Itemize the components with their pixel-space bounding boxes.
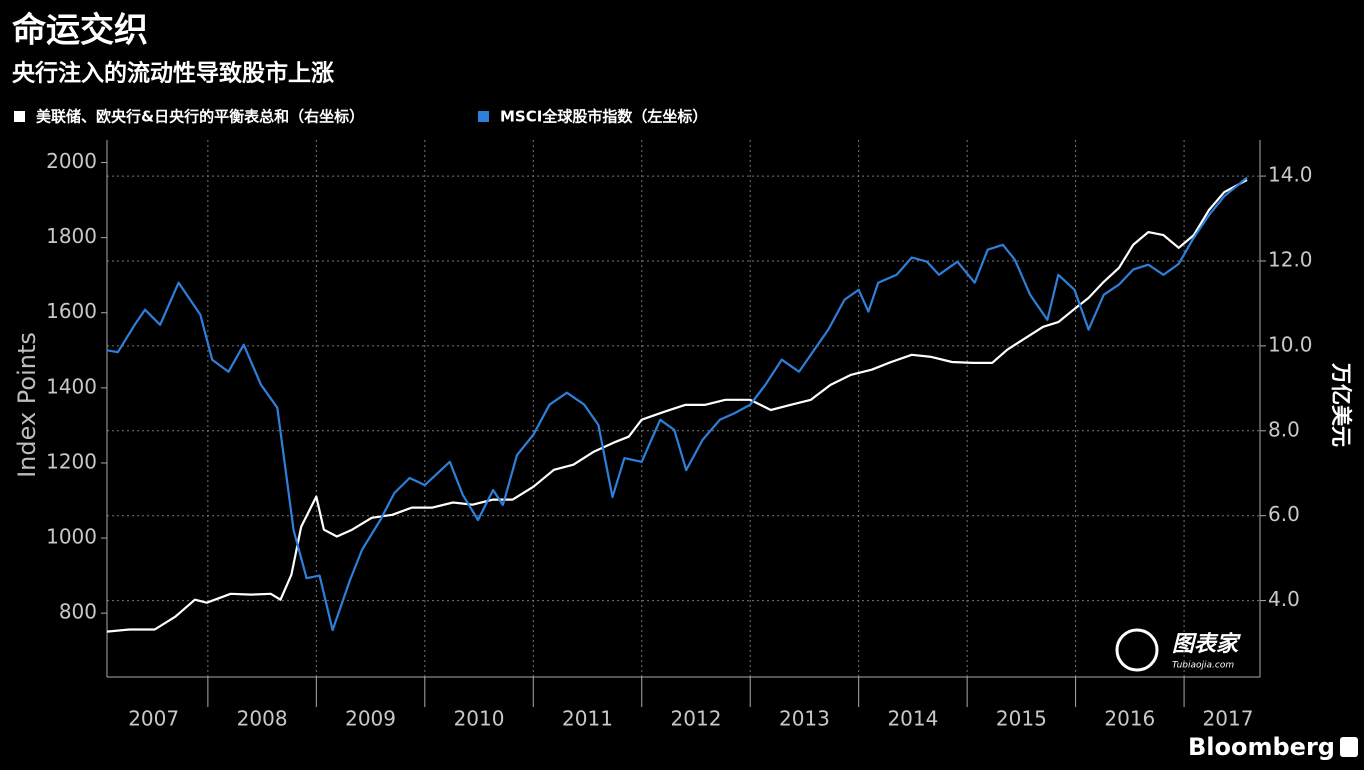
y-tick-label: 800 bbox=[59, 600, 97, 624]
x-tick-label: 2012 bbox=[671, 707, 722, 731]
x-tick-label: 2011 bbox=[562, 707, 613, 731]
y-tick-label: 1800 bbox=[46, 224, 97, 248]
y-tick-label: 1000 bbox=[46, 525, 97, 549]
series-line bbox=[106, 176, 1248, 632]
legend-label: 美联储、欧央行&日央行的平衡表总和（右坐标） bbox=[36, 108, 364, 126]
y2-tick-label: 6.0 bbox=[1268, 502, 1300, 526]
chart-title: 命运交织 bbox=[12, 11, 148, 51]
y2-tick-label: 14.0 bbox=[1268, 163, 1313, 187]
x-tick-label: 2007 bbox=[128, 707, 179, 731]
chart-subtitle: 央行注入的流动性导致股市上涨 bbox=[12, 60, 334, 87]
legend-swatch bbox=[478, 111, 489, 122]
y2-tick-label: 10.0 bbox=[1268, 332, 1313, 356]
y-tick-label: 1200 bbox=[46, 449, 97, 473]
y2-tick-label: 12.0 bbox=[1268, 247, 1313, 271]
x-tick-label: 2008 bbox=[237, 707, 288, 731]
series-line bbox=[106, 178, 1248, 633]
legend-swatch bbox=[14, 111, 25, 122]
y-axis-label: Index Points bbox=[13, 332, 41, 478]
watermark: 图表家 bbox=[1172, 631, 1241, 657]
x-tick-label: 2017 bbox=[1203, 707, 1254, 731]
y-tick-label: 1400 bbox=[46, 374, 97, 398]
x-tick-label: 2013 bbox=[779, 707, 830, 731]
watermark-sub: Tubiaojia.com bbox=[1172, 661, 1234, 671]
x-tick-label: 2015 bbox=[996, 707, 1047, 731]
y2-axis-label: 万亿美元 bbox=[1329, 362, 1353, 447]
x-tick-label: 2010 bbox=[454, 707, 505, 731]
y2-tick-label: 8.0 bbox=[1268, 417, 1300, 441]
y-tick-label: 1600 bbox=[46, 299, 97, 323]
x-tick-label: 2009 bbox=[345, 707, 396, 731]
y2-tick-label: 4.0 bbox=[1268, 587, 1300, 611]
x-tick-label: 2014 bbox=[887, 707, 938, 731]
watermark-icon bbox=[1115, 628, 1159, 672]
legend-label: MSCI全球股市指数（左坐标） bbox=[500, 108, 707, 126]
source-icon bbox=[1340, 737, 1358, 757]
y-tick-label: 2000 bbox=[46, 149, 97, 173]
source: Bloomberg bbox=[1188, 733, 1335, 761]
x-tick-label: 2016 bbox=[1104, 707, 1155, 731]
